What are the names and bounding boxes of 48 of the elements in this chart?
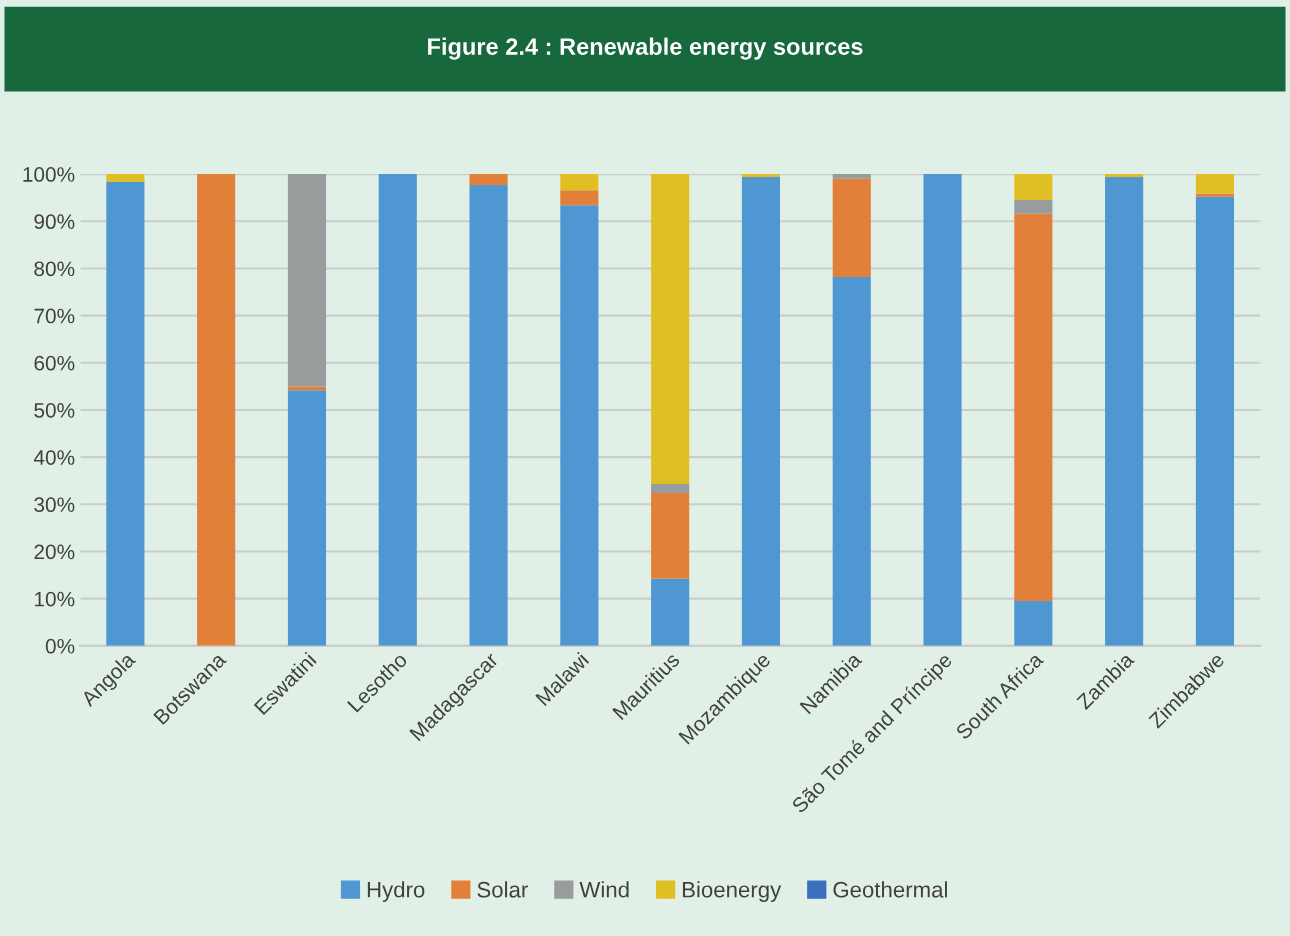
- legend-label: Geothermal: [833, 881, 947, 898]
- y-tick-label: 10%: [35, 591, 75, 607]
- bar: [832, 174, 871, 179]
- bar: [1195, 196, 1234, 646]
- legend-label: Hydro: [367, 881, 425, 902]
- legend-label: Solar: [477, 881, 528, 898]
- bar: [1105, 176, 1144, 646]
- y-tick-label: 60%: [34, 355, 75, 371]
- chart-title: Figure 2.4 : Renewable energy sources: [428, 37, 863, 60]
- y-tick-label: 40%: [33, 450, 75, 465]
- bar: [560, 205, 599, 646]
- bar: [106, 174, 145, 183]
- y-tick-label: 100%: [23, 167, 75, 182]
- bar: [651, 484, 690, 493]
- bar: [651, 174, 690, 485]
- bar: [378, 174, 417, 646]
- y-tick-label: 70%: [34, 308, 75, 324]
- bar: [560, 174, 599, 191]
- legend-label: Wind: [579, 881, 629, 898]
- bar: [287, 386, 327, 391]
- bar: [923, 174, 962, 646]
- y-tick-label: 90%: [34, 214, 75, 230]
- bar: [1014, 200, 1053, 214]
- y-tick-label: 20%: [34, 544, 75, 560]
- bar: [651, 492, 690, 579]
- bar: [469, 174, 508, 185]
- legend-label: Bioenergy: [682, 881, 782, 902]
- bar: [1014, 174, 1053, 201]
- bar: [106, 182, 145, 646]
- bar: [741, 176, 781, 646]
- bar: [1105, 174, 1144, 177]
- bar: [469, 184, 508, 646]
- bar: [197, 174, 236, 646]
- bar: [651, 578, 690, 646]
- bar: [287, 390, 327, 646]
- bar: [1195, 193, 1234, 197]
- bar: [832, 276, 871, 646]
- y-tick-label: 30%: [34, 497, 75, 513]
- bar: [1014, 213, 1053, 602]
- y-tick-label: 0%: [45, 638, 75, 654]
- y-tick-label: 80%: [34, 261, 75, 277]
- bar: [1195, 174, 1234, 194]
- bar: [741, 174, 781, 177]
- bar: [287, 174, 327, 387]
- bar: [1014, 601, 1053, 646]
- y-tick-label: 50%: [34, 402, 75, 418]
- bar: [832, 178, 871, 277]
- bar: [560, 190, 599, 206]
